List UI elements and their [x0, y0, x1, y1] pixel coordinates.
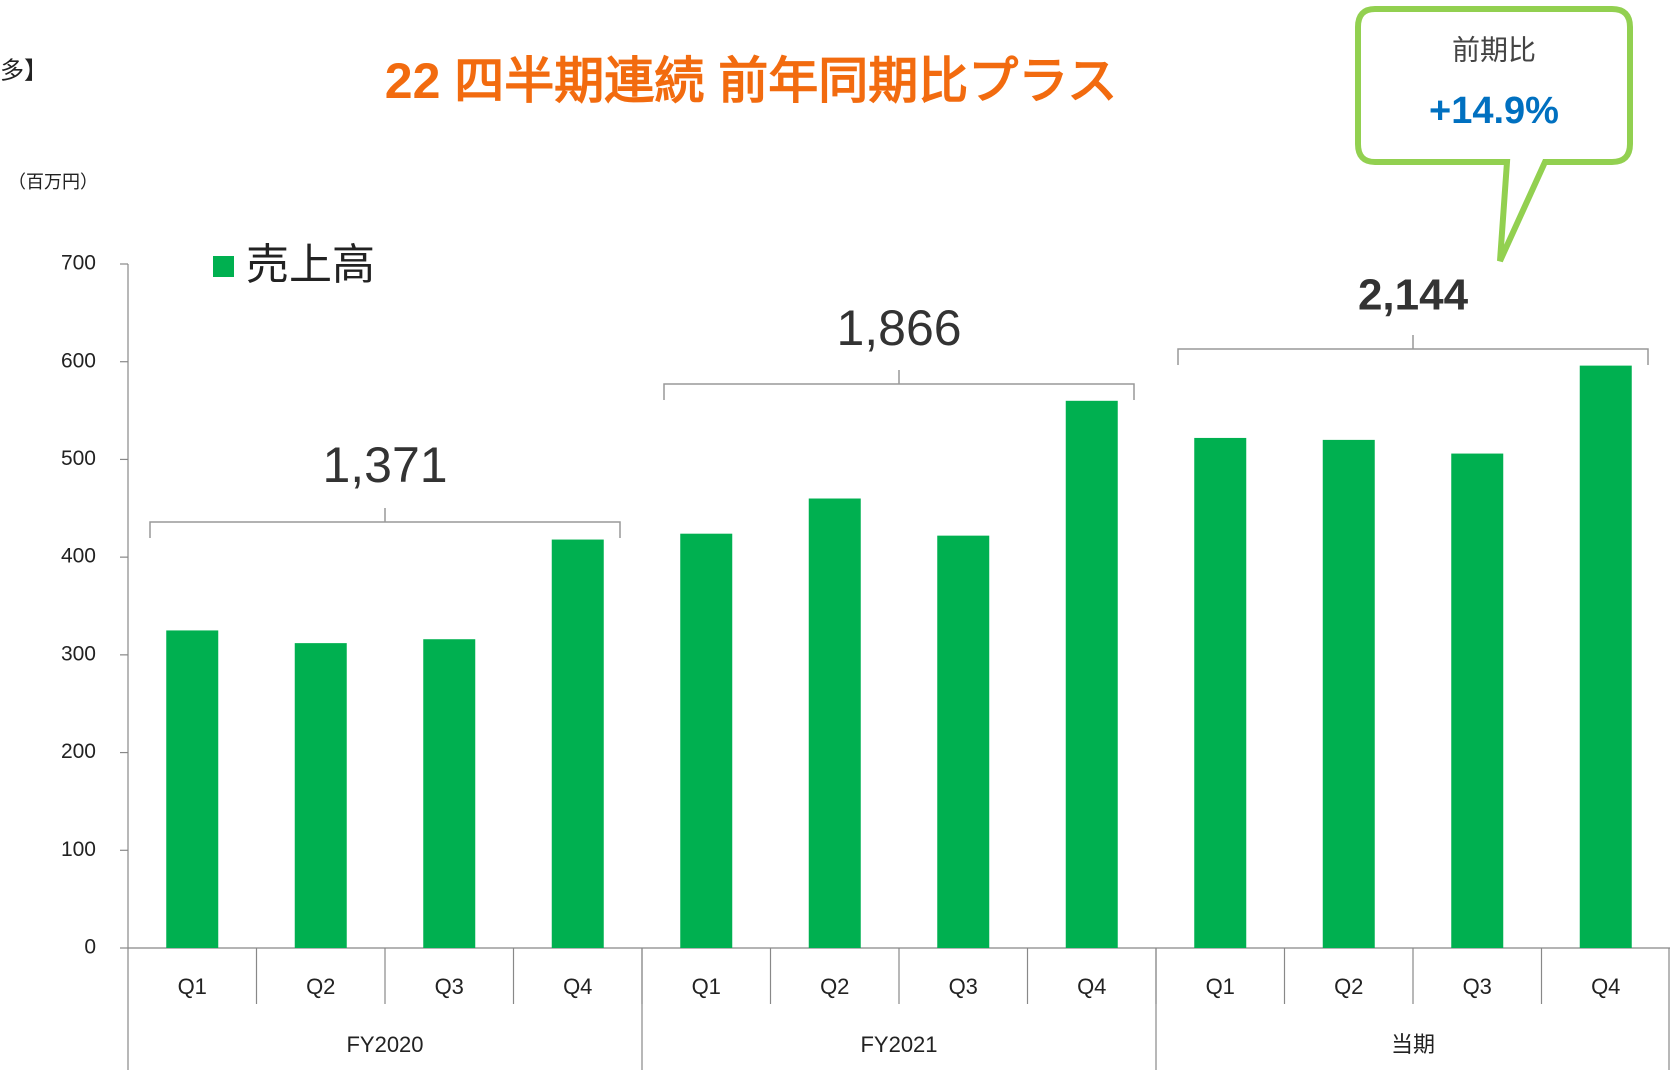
bar: [1065, 400, 1118, 948]
callout-value: +14.9%: [1429, 90, 1559, 132]
x-tick-label: Q1: [692, 974, 721, 999]
note: 多】: [0, 57, 48, 84]
unit-label: （百万円）: [8, 172, 98, 192]
y-tick-label: 700: [61, 252, 96, 275]
bar: [166, 630, 219, 948]
x-tick-label: Q3: [1463, 974, 1492, 999]
legend-swatch: [213, 256, 234, 277]
x-tick-label: Q2: [1334, 974, 1363, 999]
group-bracket: [1177, 335, 1649, 365]
group-label: FY2020: [346, 1032, 423, 1057]
group-label: 当期: [1391, 1032, 1435, 1057]
x-tick-label: Q1: [178, 974, 207, 999]
x-tick-label: Q2: [820, 974, 849, 999]
legend-label: 売上高: [246, 241, 375, 289]
bar: [1451, 453, 1504, 948]
y-tick-label: 400: [61, 545, 96, 568]
y-tick-label: 300: [61, 642, 96, 665]
bar: [551, 539, 604, 948]
x-tick-label: Q3: [435, 974, 464, 999]
group-total: 2,144: [1358, 271, 1469, 320]
bar: [294, 643, 347, 948]
callout-title: 前期比: [1452, 34, 1536, 65]
bar: [1579, 365, 1632, 948]
group-label: FY2021: [860, 1032, 937, 1057]
headline: 22 四半期連続 前年同期比プラス: [385, 53, 1117, 109]
bar: [680, 533, 733, 948]
y-tick-label: 100: [61, 838, 96, 861]
bar: [937, 535, 990, 948]
y-tick-label: 500: [61, 447, 96, 470]
group-total: 1,866: [836, 300, 961, 356]
y-tick-label: 0: [84, 936, 96, 959]
x-tick-label: Q2: [306, 974, 335, 999]
callout-bubble: [1355, 5, 1633, 263]
x-tick-label: Q4: [1591, 974, 1620, 999]
y-tick-label: 200: [61, 740, 96, 763]
x-tick-label: Q1: [1206, 974, 1235, 999]
bar: [423, 639, 476, 948]
group-bracket: [149, 508, 621, 538]
bar: [1194, 437, 1247, 948]
group-total: 1,371: [322, 437, 447, 493]
bar: [808, 498, 861, 948]
y-tick-label: 600: [61, 349, 96, 372]
group-bracket: [663, 370, 1135, 400]
x-tick-label: Q4: [1077, 974, 1106, 999]
x-tick-label: Q3: [949, 974, 978, 999]
x-tick-label: Q4: [563, 974, 592, 999]
bar: [1322, 439, 1375, 948]
